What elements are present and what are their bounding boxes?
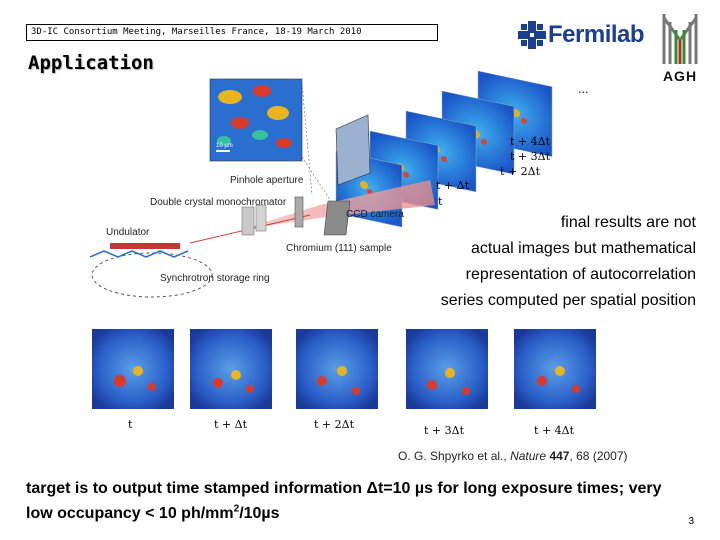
results-note: final results are not actual images but … (366, 210, 696, 314)
target-delta: Δt=10 µs (366, 480, 433, 497)
top-time-labels: t + 4Δt t + 3Δt t + 2Δt t + Δt t (436, 135, 551, 208)
conference-title: 3D-IC Consortium Meeting, Marseilles Fra… (31, 27, 362, 37)
results-note-line: series computed per spatial position (440, 292, 696, 309)
monochromator-label: Double crystal monochromator (150, 197, 287, 208)
agh-wordmark: AGH (662, 68, 698, 84)
bottom-time-label: t + 3Δt (424, 424, 465, 437)
bottom-frame (296, 329, 378, 409)
slide-title: Application (28, 52, 154, 74)
results-note-line: representation of autocorrelation (465, 266, 696, 283)
bottom-time-label: t + 4Δt (534, 424, 575, 437)
conference-header: 3D-IC Consortium Meeting, Marseilles Fra… (26, 24, 438, 41)
bottom-time-label: t + 2Δt (314, 418, 355, 431)
pinhole-plate (294, 196, 304, 228)
sample-label: Chromium (111) sample (286, 243, 392, 254)
citation-rest: , 68 (2007) (569, 449, 628, 463)
results-note-line: actual images but mathematical (471, 240, 696, 257)
bottom-frame (514, 329, 596, 409)
results-note-line: final results are not (560, 214, 696, 231)
top-time-label: t + 3Δt (510, 150, 551, 163)
bottom-time-labels: t t + Δt t + 2Δt t + 3Δt t + 4Δt (128, 418, 575, 437)
bottom-frames (92, 329, 596, 409)
synchrotron (90, 243, 213, 298)
undulator-wave (90, 250, 189, 258)
ccd-label: CCD camera (346, 209, 404, 220)
citation-volume: 447 (549, 449, 570, 463)
heatmap-inset: 10 µm (209, 78, 341, 216)
bottom-time-label: t + Δt (214, 418, 248, 431)
top-time-label: t + Δt (436, 179, 470, 192)
bottom-frame (190, 329, 272, 409)
citation: O. G. Shpyrko et al., Nature 447, 68 (20… (398, 449, 628, 463)
bottom-frame (92, 329, 174, 409)
undulator-magnets (110, 243, 180, 249)
target-superscript: 2 (233, 503, 240, 515)
page-number: 3 (688, 516, 694, 527)
scale-bar-label: 10 µm (216, 143, 233, 149)
fermilab-wordmark: Fermilab (548, 21, 645, 48)
target-part-3: /10µs (239, 505, 280, 522)
target-part-2: for long exposure times; very low occupa… (26, 480, 662, 522)
ellipsis-label: ... (578, 83, 589, 96)
agh-logo: AGH (658, 10, 702, 90)
bottom-time-label: t (128, 418, 133, 431)
pinhole-label-text: Pinhole aperture (230, 175, 304, 186)
fermilab-mark-icon (518, 21, 546, 49)
beamline (189, 114, 435, 244)
top-time-label: t + 2Δt (500, 165, 541, 178)
monochromator-crystal-2 (255, 204, 267, 232)
pinhole-label: Pinhole aperture (230, 175, 304, 186)
undulator-label: Undulator (106, 227, 150, 238)
synchrotron-label: Synchrotron storage ring (160, 273, 270, 284)
citation-authors: O. G. Shpyrko et al., (398, 449, 507, 463)
target-statement: target is to output time stamped informa… (26, 476, 666, 526)
target-part-1: target is to output time stamped informa… (26, 480, 367, 497)
experiment-figure: ... t + 4Δt t + 3Δt t + 2Δt t + Δt t 10 … (90, 70, 596, 437)
top-time-label: t (438, 195, 443, 208)
monochromator-crystal-1 (241, 206, 255, 236)
top-time-label: t + 4Δt (510, 135, 551, 148)
fermilab-logo: Fermilab (518, 18, 653, 52)
citation-journal: Nature (510, 449, 547, 463)
chromium-sample (323, 200, 351, 236)
component-labels: Pinhole aperture Double crystal monochro… (106, 175, 404, 284)
ccd-camera (335, 114, 371, 186)
agh-emblem-icon (662, 14, 698, 64)
